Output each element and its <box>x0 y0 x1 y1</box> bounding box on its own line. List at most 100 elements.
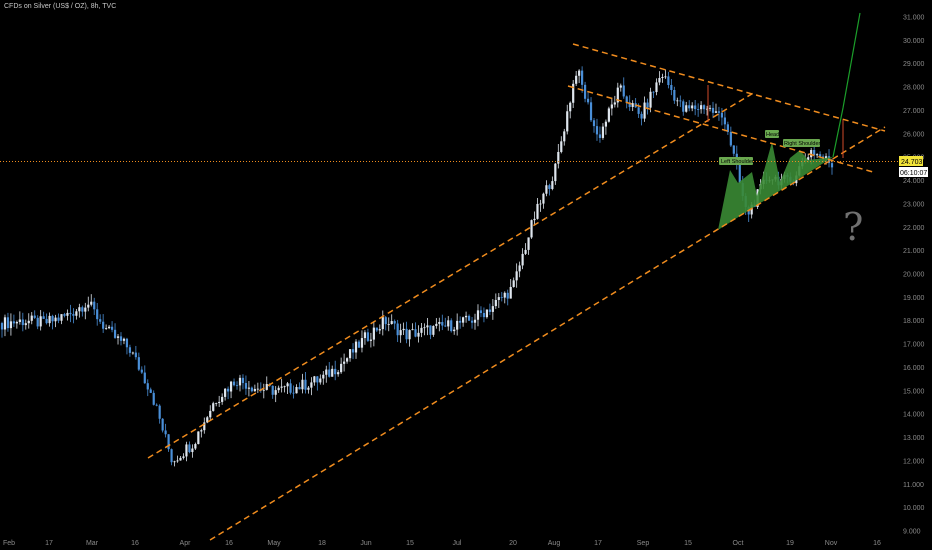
candle-body <box>569 102 572 112</box>
candle-body <box>572 83 575 103</box>
candle-body <box>408 330 411 340</box>
candle-body <box>637 107 640 114</box>
candle-body <box>310 382 313 388</box>
y-tick-label: 30.000 <box>903 38 925 45</box>
candle-body <box>711 107 715 113</box>
candle-body <box>378 329 381 331</box>
y-tick-label: 23.000 <box>903 201 925 208</box>
candle-body <box>518 265 521 272</box>
candle-body <box>271 385 274 395</box>
candle-body <box>179 457 182 461</box>
candle-body <box>402 328 405 331</box>
candle-body <box>676 100 679 102</box>
candle-body <box>381 317 384 330</box>
candle-body <box>57 317 60 321</box>
y-tick-label: 27.000 <box>903 108 925 115</box>
candle-body <box>670 85 673 90</box>
candle-body <box>708 107 712 109</box>
candle-body <box>417 332 420 337</box>
candle-body <box>161 418 164 431</box>
candle-body <box>60 314 63 321</box>
candle-body <box>363 332 367 339</box>
candle-body <box>824 156 828 160</box>
candle-body <box>369 339 372 341</box>
candle-body <box>557 151 560 164</box>
candle-body <box>197 431 200 445</box>
candle-body <box>542 193 545 204</box>
candle-body <box>694 105 697 110</box>
countdown-tag: 06:10:07 <box>899 167 928 177</box>
candle-body <box>253 388 256 392</box>
candle-body <box>110 326 114 330</box>
candle-body <box>515 271 518 281</box>
candle-body <box>807 157 810 160</box>
candle-body <box>485 309 489 318</box>
candle-body <box>488 309 491 312</box>
x-tick-label: 17 <box>45 540 53 547</box>
candle-body <box>441 321 444 326</box>
candle-body <box>750 204 753 215</box>
candle-body <box>9 321 13 329</box>
candle-body <box>482 313 486 318</box>
y-tick-label: 28.000 <box>903 85 925 92</box>
candle-body <box>119 336 123 341</box>
y-tick-label: 26.000 <box>903 131 925 138</box>
candle-body <box>470 320 474 323</box>
x-axis: Feb 17 Mar 16 Apr 16 May 18 Jun 15 Jul 20 Aug 17 Sep 15… <box>3 540 881 547</box>
candle-body <box>506 292 509 299</box>
candle-body <box>589 102 593 121</box>
candle-body <box>18 319 21 323</box>
candle-body <box>116 336 120 338</box>
candle-body <box>99 319 102 322</box>
candle-body <box>429 325 432 335</box>
candle-body <box>262 389 265 391</box>
candle-body <box>176 460 179 462</box>
candle-body <box>405 328 408 340</box>
svg-text:Head: Head <box>766 132 779 138</box>
candle-body <box>191 448 194 453</box>
label-head: Head <box>765 130 779 138</box>
y-tick-label: 14.000 <box>903 412 925 419</box>
trendlines <box>147 43 886 541</box>
candle-body <box>524 249 527 254</box>
x-tick-label: 15 <box>406 540 414 547</box>
svg-text:06:10:07: 06:10:07 <box>900 170 927 177</box>
candle-body <box>491 306 494 312</box>
candle-body <box>494 299 497 307</box>
candle-body <box>250 387 253 392</box>
x-tick-label: Sep <box>637 540 650 547</box>
x-tick-label: 18 <box>318 540 326 547</box>
candle-body <box>625 96 628 103</box>
candle-body <box>387 324 390 325</box>
y-tick-label: 31.000 <box>903 15 925 22</box>
candle-body <box>283 386 286 388</box>
candle-body <box>554 163 557 182</box>
candle-body <box>113 329 117 338</box>
candle-body <box>640 113 643 119</box>
candle-body <box>509 286 512 299</box>
candle-body <box>96 309 99 320</box>
candle-body <box>54 317 57 322</box>
y-tick-label: 18.000 <box>903 318 925 325</box>
candle-body <box>351 349 355 353</box>
candle-body <box>200 430 203 432</box>
candle-body <box>613 102 616 105</box>
candle-body <box>366 332 370 341</box>
candle-body <box>464 315 468 318</box>
candle-body <box>813 150 816 156</box>
candle-body <box>277 387 280 391</box>
candle-body <box>714 111 718 113</box>
candle-body <box>274 390 277 395</box>
candle-body <box>729 131 732 146</box>
candle-body <box>331 368 334 377</box>
candle-body <box>581 70 584 85</box>
candle-body <box>194 444 197 449</box>
candle-body <box>622 85 625 97</box>
candle-body <box>411 329 414 331</box>
candle-body <box>188 444 191 453</box>
candle-body <box>810 150 813 158</box>
candle-body <box>218 401 221 404</box>
candle-body <box>221 396 224 402</box>
candle-body <box>304 379 307 390</box>
